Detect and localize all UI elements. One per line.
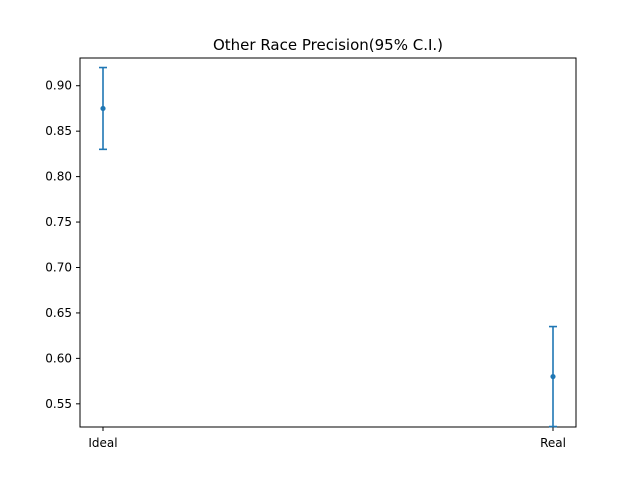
y-tick-label: 0.70 [45,260,72,274]
y-axis: 0.55 0.60 0.65 0.70 0.75 0.80 0.85 0.90 [45,79,80,411]
x-tick-label-ideal: Ideal [88,436,117,450]
y-tick-label: 0.90 [45,79,72,93]
y-tick-label: 0.60 [45,351,72,365]
data-point-real [550,373,556,380]
y-tick-label: 0.75 [45,215,72,229]
y-tick-label: 0.80 [45,170,72,184]
chart-title: Other Race Precision(95% C.I.) [213,36,443,54]
series-markers [99,66,557,428]
plot-frame [79,57,577,428]
x-axis: Ideal Real [88,427,566,450]
y-tick-label: 0.55 [45,397,72,411]
data-point-ideal [100,105,106,112]
x-tick-label-real: Real [540,436,566,450]
y-tick-label: 0.85 [45,124,72,138]
y-tick-label: 0.65 [45,306,72,320]
